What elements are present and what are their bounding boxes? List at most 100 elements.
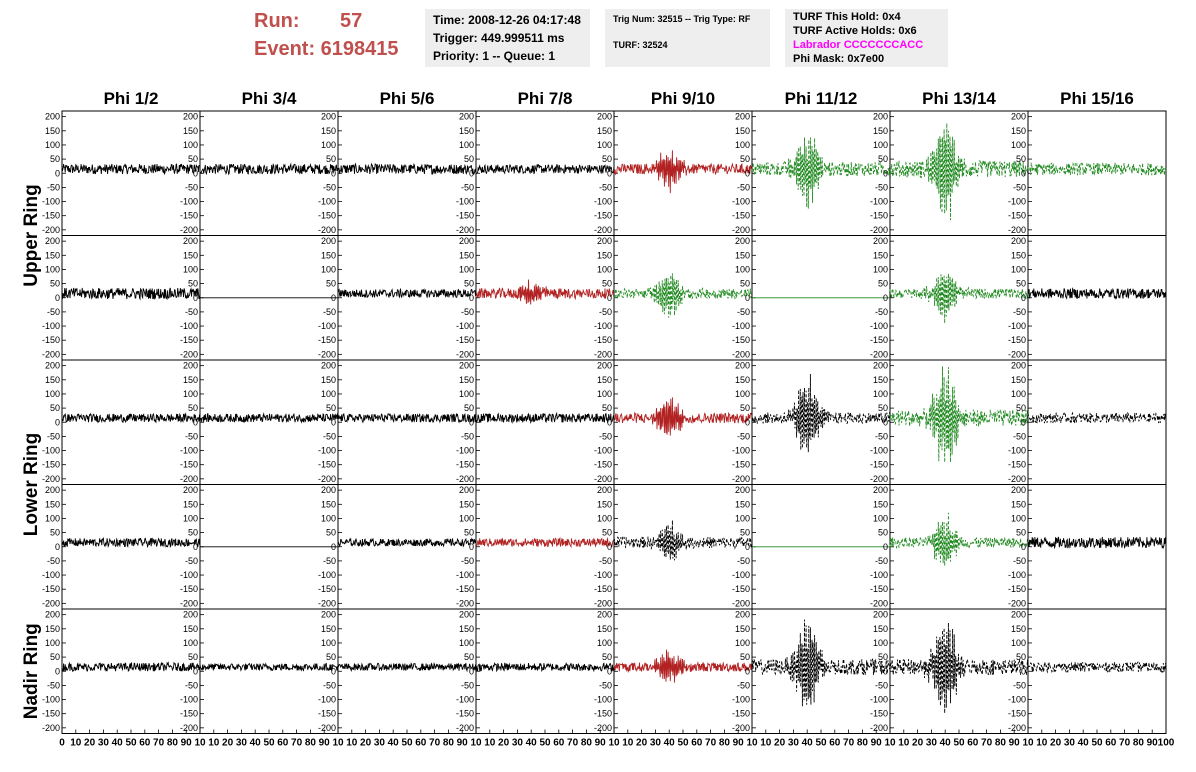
x-tick-label: 70 bbox=[429, 738, 441, 749]
x-tick-label: 70 bbox=[291, 738, 303, 749]
y-tick-label: -150 bbox=[1008, 709, 1026, 719]
y-tick-label: 100 bbox=[459, 513, 474, 523]
waveform-trace bbox=[337, 162, 477, 175]
column-title: Phi 11/12 bbox=[785, 89, 858, 108]
trig-num-text: Trig Num: 32515 -- Trig Type: RF bbox=[613, 14, 751, 24]
y-tick-label: 200 bbox=[45, 236, 60, 246]
y-tick-label: 50 bbox=[1016, 403, 1026, 413]
y-tick-label: 200 bbox=[873, 112, 888, 122]
x-tick-label: 20 bbox=[498, 738, 510, 749]
y-tick-label: 200 bbox=[321, 112, 336, 122]
x-tick-label: 90 bbox=[871, 738, 883, 749]
y-tick-label: -150 bbox=[732, 335, 750, 345]
y-tick-label: -150 bbox=[732, 709, 750, 719]
y-tick-label: 100 bbox=[873, 638, 888, 648]
y-tick-label: 150 bbox=[321, 375, 336, 385]
x-tick-label: 40 bbox=[388, 738, 400, 749]
y-tick-label: -200 bbox=[456, 474, 474, 484]
waveform-trace bbox=[751, 619, 891, 707]
y-tick-label: 0 bbox=[607, 542, 612, 552]
y-tick-label: 100 bbox=[183, 513, 198, 523]
y-tick-label: 150 bbox=[735, 375, 750, 385]
y-tick-label: 200 bbox=[735, 610, 750, 620]
x-tick-label: 0 bbox=[59, 738, 65, 749]
y-tick-label: 50 bbox=[602, 528, 612, 538]
y-tick-label: -150 bbox=[594, 460, 612, 470]
x-tick-label: 50 bbox=[539, 738, 551, 749]
run-value: 57 bbox=[340, 10, 363, 32]
x-tick-label: 60 bbox=[277, 738, 289, 749]
y-tick-label: -50 bbox=[461, 307, 474, 317]
y-tick-label: -100 bbox=[318, 446, 336, 456]
y-tick-label: -100 bbox=[732, 197, 750, 207]
y-tick-label: 50 bbox=[602, 652, 612, 662]
y-tick-label: 150 bbox=[45, 624, 60, 634]
y-tick-label: -150 bbox=[456, 335, 474, 345]
y-tick-label: 100 bbox=[45, 513, 60, 523]
waveform-trace bbox=[337, 412, 477, 424]
column-title: Phi 5/6 bbox=[380, 89, 435, 108]
y-tick-label: 0 bbox=[55, 666, 60, 676]
waveform-trace bbox=[889, 512, 1029, 566]
y-tick-label: 100 bbox=[597, 264, 612, 274]
y-tick-label: -50 bbox=[461, 556, 474, 566]
y-tick-label: 200 bbox=[597, 485, 612, 495]
y-tick-label: -150 bbox=[42, 709, 60, 719]
y-tick-label: 150 bbox=[735, 250, 750, 260]
y-tick-label: 0 bbox=[883, 168, 888, 178]
y-tick-label: -200 bbox=[318, 349, 336, 359]
turf-this-hold-text: TURF This Hold: 0x4 bbox=[793, 11, 901, 23]
y-tick-label: -50 bbox=[185, 680, 198, 690]
x-tick-label: 70 bbox=[705, 738, 717, 749]
y-tick-label: -50 bbox=[185, 556, 198, 566]
y-tick-label: 150 bbox=[459, 375, 474, 385]
y-tick-label: 50 bbox=[464, 528, 474, 538]
y-tick-label: -50 bbox=[1013, 182, 1026, 192]
y-tick-label: 150 bbox=[459, 624, 474, 634]
x-tick-label: 70 bbox=[567, 738, 579, 749]
y-tick-label: -200 bbox=[180, 349, 198, 359]
y-tick-label: 200 bbox=[321, 485, 336, 495]
y-tick-label: -100 bbox=[180, 570, 198, 580]
column-title: Phi 13/14 bbox=[922, 89, 996, 108]
y-tick-label: 150 bbox=[1011, 375, 1026, 385]
x-tick-label: 70 bbox=[1119, 738, 1131, 749]
x-tick-label: 60 bbox=[1105, 738, 1117, 749]
y-tick-label: 150 bbox=[597, 250, 612, 260]
y-tick-label: -200 bbox=[732, 723, 750, 733]
y-tick-label: 50 bbox=[50, 652, 60, 662]
y-tick-label: -100 bbox=[42, 197, 60, 207]
x-tick-label: 50 bbox=[677, 738, 689, 749]
phi-mask-text: Phi Mask: 0x7e00 bbox=[793, 53, 885, 65]
x-tick-label: 60 bbox=[829, 738, 841, 749]
y-tick-label: 150 bbox=[873, 624, 888, 634]
y-tick-label: 200 bbox=[321, 361, 336, 371]
y-tick-label: -50 bbox=[323, 431, 336, 441]
y-tick-label: -100 bbox=[732, 570, 750, 580]
y-tick-label: -100 bbox=[594, 321, 612, 331]
waveform-trace bbox=[61, 661, 201, 672]
y-tick-label: -50 bbox=[1013, 556, 1026, 566]
y-tick-label: 100 bbox=[735, 389, 750, 399]
y-tick-label: 0 bbox=[193, 417, 198, 427]
waveform-trace bbox=[1027, 411, 1167, 424]
x-tick-label: 70 bbox=[843, 738, 855, 749]
y-tick-label: -100 bbox=[594, 695, 612, 705]
waveform-trace bbox=[475, 163, 615, 175]
y-tick-label: 100 bbox=[183, 140, 198, 150]
y-tick-label: -200 bbox=[456, 349, 474, 359]
y-tick-label: 50 bbox=[1016, 279, 1026, 289]
y-tick-label: 0 bbox=[883, 417, 888, 427]
y-tick-label: 200 bbox=[1011, 236, 1026, 246]
y-tick-label: -200 bbox=[870, 349, 888, 359]
x-tick-label: 40 bbox=[802, 738, 814, 749]
column-title: Phi 3/4 bbox=[242, 89, 297, 108]
y-tick-label: -100 bbox=[1008, 197, 1026, 207]
panel-frame bbox=[1027, 359, 1167, 485]
waveform-trace bbox=[613, 150, 753, 194]
run-label: Run: 57 bbox=[254, 10, 363, 32]
y-tick-label: -50 bbox=[599, 680, 612, 690]
x-tick-label: 10 bbox=[884, 738, 896, 749]
x-tick-label: 70 bbox=[153, 738, 165, 749]
x-tick-label: 50 bbox=[125, 738, 137, 749]
